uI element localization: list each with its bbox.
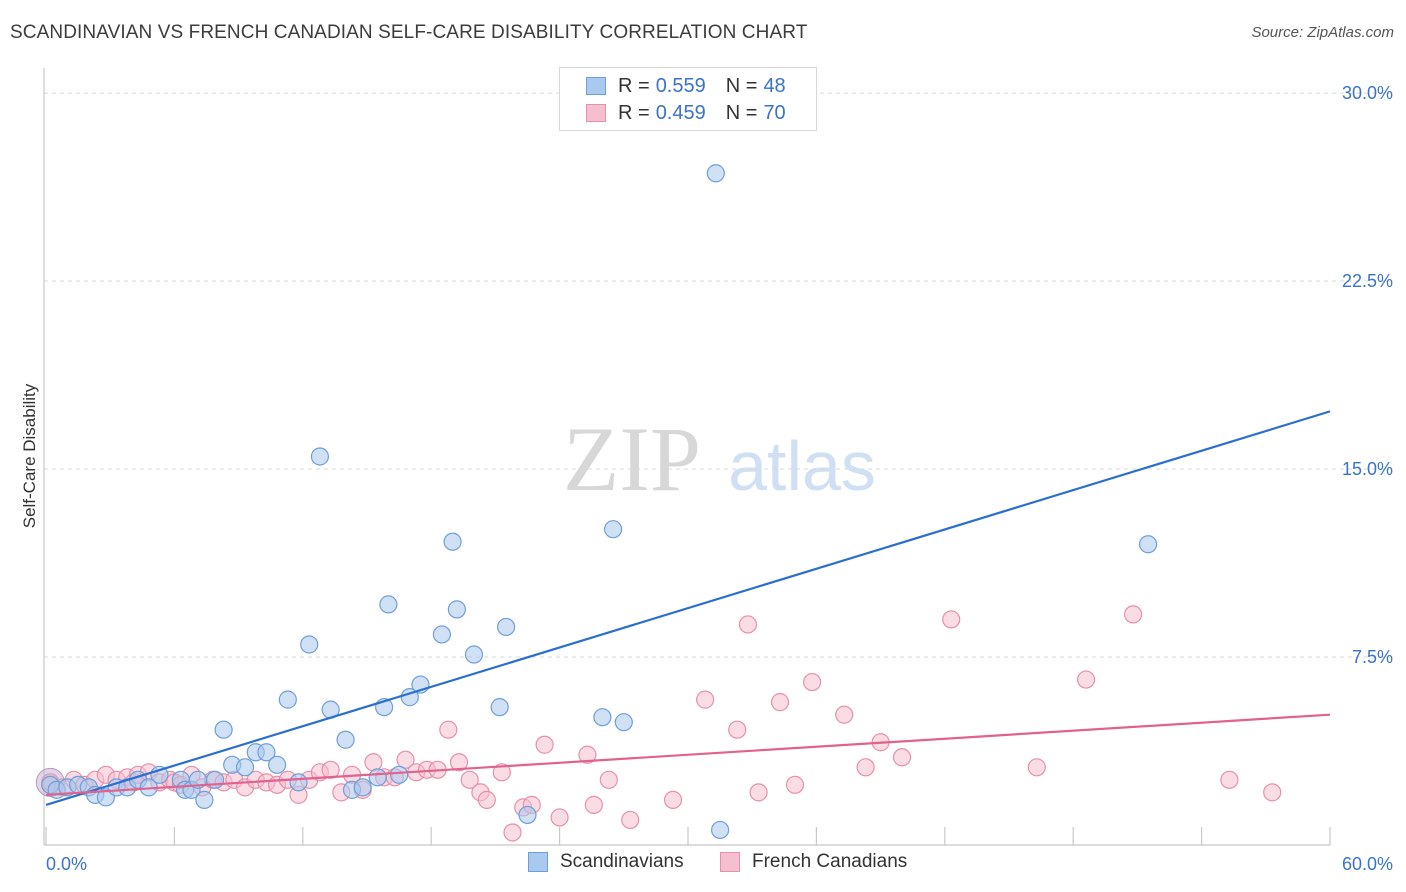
scandinavian-point (353, 778, 372, 797)
french-canadian-point (364, 753, 383, 772)
scandinavians-trendline (45, 410, 1331, 806)
french-canadian-point (1263, 783, 1282, 802)
n-value: 48 (763, 74, 786, 97)
scandinavian-point (268, 755, 287, 774)
legend-item-scandinavians[interactable]: Scandinavians (528, 851, 684, 873)
french-canadian-point (942, 610, 961, 629)
scandinavian-point (614, 713, 633, 732)
legend-label: French Canadians (752, 851, 908, 872)
scandinavian-point (336, 730, 355, 749)
y-tick-label: 7.5% (1352, 647, 1393, 667)
chart-title: SCANDINAVIAN VS FRENCH CANADIAN SELF-CAR… (10, 22, 808, 43)
scandinavian-point (593, 708, 612, 727)
french-canadian-point (856, 758, 875, 777)
french-canadian-point (578, 745, 597, 764)
y-tick-label: 22.5% (1342, 271, 1393, 291)
scandinavian-point (368, 768, 387, 787)
scandinavian-point (447, 600, 466, 619)
french-canadian-point (599, 770, 618, 789)
scandinavian-point (497, 617, 516, 637)
scandinavian-point (214, 720, 233, 739)
scandinavian-point (490, 698, 509, 717)
watermark-atlas: atlas (728, 427, 876, 505)
french-canadian-point (728, 720, 747, 739)
french-canadian-point (477, 790, 496, 809)
french-canadian-point (696, 690, 715, 709)
scandinavian-point (518, 805, 537, 825)
french-canadian-point (584, 795, 603, 814)
french-canadian-point (738, 615, 758, 634)
legend-swatch-pink (720, 852, 740, 872)
scandinavian-point (300, 635, 319, 654)
scandinavian-point (195, 790, 214, 809)
scandinavian-point (390, 765, 409, 784)
r-label: R = (618, 101, 650, 124)
scandinavian-point (278, 690, 297, 709)
x-tick-label: 60.0% (1342, 854, 1393, 874)
r-value: 0.459 (655, 101, 706, 124)
scandinavian-point (443, 532, 462, 551)
legend-label: Scandinavians (560, 851, 684, 872)
r-value: 0.559 (655, 74, 706, 97)
x-tick-label: 0.0% (46, 854, 87, 874)
french-canadian-point (835, 705, 854, 724)
french-canadian-point (396, 750, 415, 769)
french-canadian-point (785, 775, 805, 794)
scandinavian-point (257, 743, 276, 762)
source-label: Source: ZipAtlas.com (1251, 24, 1394, 41)
y-tick-label: 15.0% (1342, 459, 1393, 479)
french-canadian-point (550, 808, 569, 827)
scandinavian-point (235, 758, 255, 777)
correlation-legend: R = 0.559 N = 48 R = 0.459 N = 70 (559, 67, 817, 131)
french-canadian-point (1124, 605, 1143, 624)
french-canadians-trendline (45, 713, 1331, 796)
n-label: N = (725, 101, 758, 124)
scandinavian-point (603, 520, 623, 539)
y-tick-label: 30.0% (1342, 83, 1393, 103)
r-label: R = (618, 74, 650, 97)
legend-item-french-canadians[interactable]: French Canadians (720, 851, 907, 873)
french-canadian-point (535, 735, 554, 754)
french-canadian-point (749, 783, 768, 802)
legend-row-scandinavians: R = 0.559 N = 48 (586, 74, 786, 98)
y-axis-label: Self-Care Disability (20, 383, 39, 529)
french-canadian-point (439, 720, 458, 739)
french-canadian-point (321, 760, 340, 779)
scandinavian-point (706, 164, 725, 183)
axes (43, 68, 1331, 846)
scandinavian-point (432, 625, 451, 644)
n-label: N = (725, 74, 758, 97)
french-canadian-point (663, 790, 683, 809)
trendlines (45, 410, 1331, 806)
french-canadian-point (1220, 770, 1239, 789)
french-canadian-point (770, 693, 790, 712)
scandinavians-points (41, 164, 1158, 840)
french-canadian-point (621, 810, 640, 830)
french-canadian-point (460, 770, 479, 789)
scandinavian-point (710, 820, 730, 840)
legend-swatch-blue (586, 77, 606, 95)
french-canadian-point (1076, 670, 1096, 689)
legend-row-french-canadians: R = 0.459 N = 70 (586, 101, 786, 125)
n-value: 70 (763, 101, 786, 124)
scandinavian-point (310, 447, 330, 466)
tick-labels: 7.5% 15.0% 22.5% 30.0% 0.0% 60.0% (46, 83, 1393, 874)
scandinavian-point (379, 595, 398, 614)
french-canadian-point (449, 753, 469, 772)
scandinavian-point (289, 773, 308, 792)
legend-swatch-pink (586, 104, 606, 122)
legend-swatch-blue (528, 852, 548, 872)
french-canadian-point (892, 748, 912, 767)
french-canadian-point (503, 823, 522, 842)
french-canadian-point (803, 672, 822, 692)
french-canadian-point (1027, 758, 1046, 777)
scandinavian-point (464, 645, 484, 664)
french-canadian-point (492, 763, 511, 782)
watermark-zip: ZIP (563, 408, 701, 510)
scandinavian-point (1138, 535, 1158, 554)
